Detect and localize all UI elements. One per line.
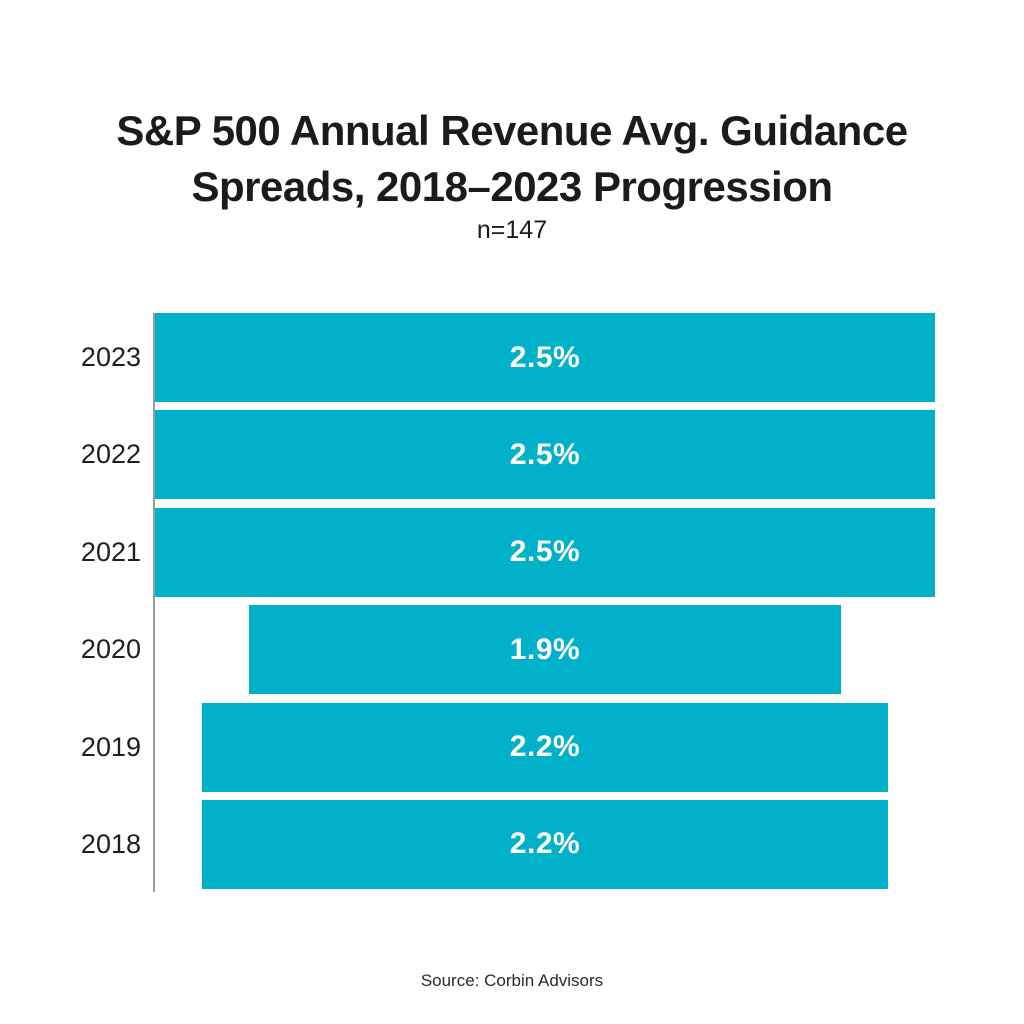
chart-title-line1: S&P 500 Annual Revenue Avg. Guidance [116,107,908,154]
bar-row: 2021 2.5% [81,507,935,597]
chart-title: S&P 500 Annual Revenue Avg. Guidance Spr… [0,103,1024,215]
source-note: Source: Corbin Advisors [420,971,604,990]
category-label: 2022 [80,439,141,470]
bar-row: 2019 2.2% [81,702,935,792]
sample-size-note: n=147 [476,216,548,244]
bar: 1.9% [248,605,842,695]
category-label: 2020 [80,634,141,665]
category-label: 2021 [80,536,141,567]
category-label: 2023 [80,342,141,372]
bar-row: 2018 2.2% [81,799,935,889]
bars-container: 2023 2.5% 2022 2.5% 2021 2.5% 2020 [81,313,935,889]
bar: 2.5% [155,507,935,597]
value-label: 2.5% [509,535,581,569]
value-label: 2.5% [509,340,581,374]
chart-title-line2: Spreads, 2018–2023 Progression [191,163,833,210]
y-axis-line [153,313,155,892]
bar-row: 2022 2.5% [81,410,935,500]
category-label: 2019 [80,731,141,762]
plot-area: 2023 2.5% 2022 2.5% 2021 2.5% 2020 [81,313,935,892]
bar: 2.2% [201,799,889,889]
value-label: 2.5% [509,437,581,471]
bar: 2.2% [201,702,889,792]
bar: 2.5% [155,410,935,500]
value-label: 1.9% [509,632,581,666]
category-label: 2018 [80,828,141,859]
bar: 2.5% [155,313,935,402]
value-label: 2.2% [509,730,581,764]
bar-row: 2023 2.5% [81,313,935,402]
bar-row: 2020 1.9% [81,605,935,695]
value-label: 2.2% [509,827,581,861]
